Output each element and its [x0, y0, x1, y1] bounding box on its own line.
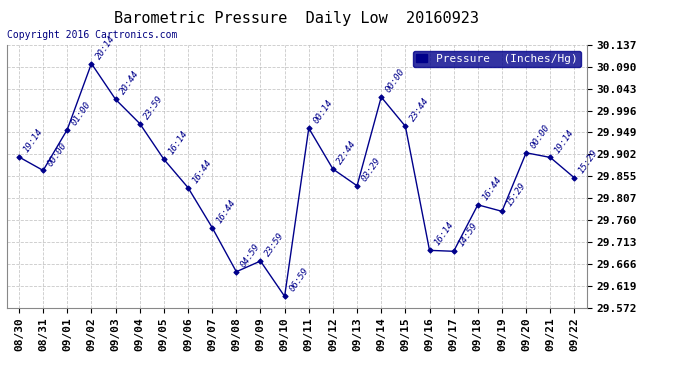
Point [328, 166, 339, 172]
Text: 03:29: 03:29 [360, 156, 383, 183]
Text: 16:44: 16:44 [215, 198, 238, 225]
Point [14, 154, 25, 160]
Point [182, 184, 193, 190]
Text: 14:59: 14:59 [457, 221, 480, 249]
Point [279, 293, 290, 299]
Point [400, 123, 411, 129]
Text: 16:14: 16:14 [167, 129, 190, 156]
Text: 22:44: 22:44 [336, 139, 359, 166]
Point [424, 248, 435, 254]
Point [134, 120, 145, 126]
Point [448, 248, 460, 254]
Text: 19:14: 19:14 [22, 127, 45, 154]
Text: 16:14: 16:14 [433, 220, 455, 248]
Point [37, 168, 48, 174]
Point [230, 269, 241, 275]
Text: 00:00: 00:00 [529, 123, 552, 150]
Point [375, 94, 386, 100]
Text: 00:14: 00:14 [312, 98, 335, 125]
Text: 06:59: 06:59 [288, 266, 310, 294]
Point [86, 61, 97, 67]
Text: 20:14: 20:14 [95, 34, 117, 61]
Point [472, 202, 483, 208]
Legend: Pressure  (Inches/Hg): Pressure (Inches/Hg) [413, 51, 581, 68]
Point [110, 96, 121, 102]
Text: 00:00: 00:00 [46, 141, 69, 168]
Text: 19:14: 19:14 [553, 128, 576, 154]
Point [62, 126, 73, 132]
Point [207, 225, 218, 231]
Text: 23:59: 23:59 [264, 231, 286, 258]
Text: 16:44: 16:44 [481, 175, 504, 202]
Text: 01:00: 01:00 [70, 100, 93, 127]
Point [158, 156, 169, 162]
Text: 15:29: 15:29 [505, 182, 528, 209]
Text: 16:44: 16:44 [191, 158, 214, 185]
Point [520, 150, 531, 156]
Point [545, 154, 556, 160]
Point [255, 258, 266, 264]
Text: Barometric Pressure  Daily Low  20160923: Barometric Pressure Daily Low 20160923 [115, 11, 479, 26]
Text: Copyright 2016 Cartronics.com: Copyright 2016 Cartronics.com [7, 30, 177, 40]
Point [351, 183, 363, 189]
Text: 00:00: 00:00 [384, 67, 407, 94]
Text: 20:44: 20:44 [119, 69, 141, 97]
Text: 23:59: 23:59 [143, 94, 166, 121]
Text: 04:59: 04:59 [239, 242, 262, 269]
Point [497, 209, 508, 214]
Text: 23:44: 23:44 [408, 96, 431, 123]
Text: 15:29: 15:29 [578, 148, 600, 175]
Point [303, 125, 314, 131]
Point [569, 175, 580, 181]
